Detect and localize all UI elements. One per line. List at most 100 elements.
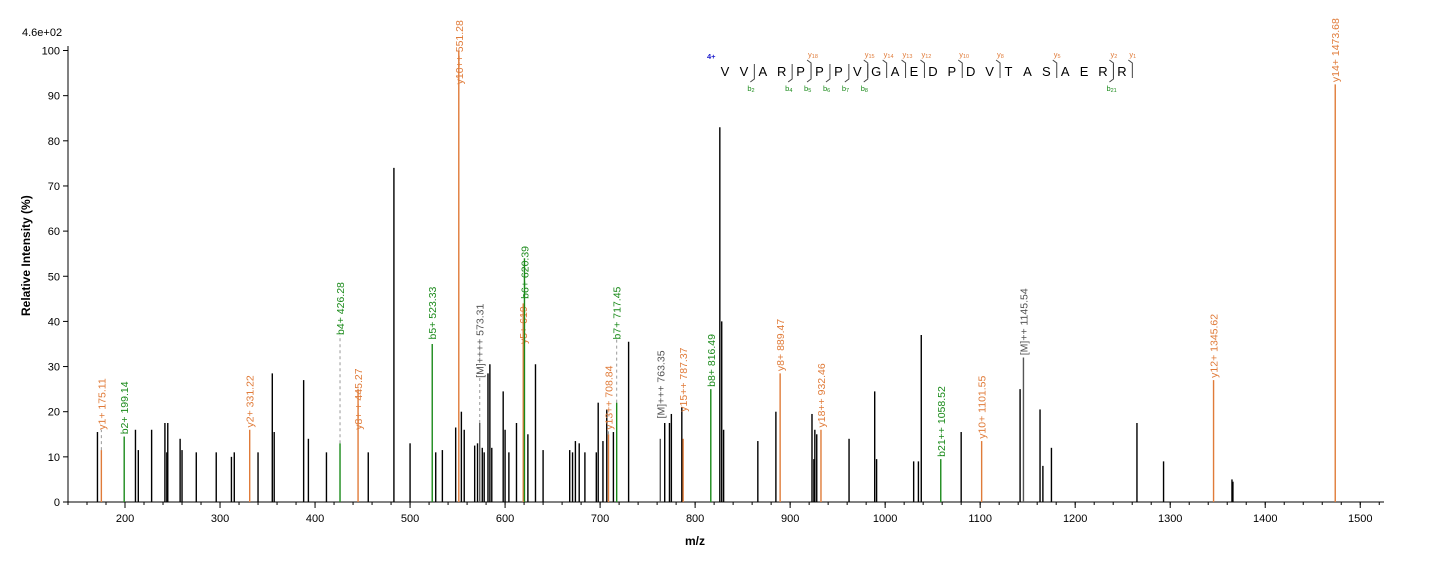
y-cleavage-label: y10 — [959, 50, 969, 60]
y-tick-label-90: 90 — [48, 91, 60, 103]
sequence-residue: V — [740, 64, 749, 79]
peak-label-y: y10++ 551.28 — [454, 20, 466, 84]
peak-label-b: b6+ 620.39 — [519, 246, 531, 299]
x-tick-label-800: 800 — [686, 513, 704, 525]
b-cleavage-label: b6 — [823, 84, 830, 94]
x-tick-label-900: 900 — [781, 513, 799, 525]
b-cleavage-label: b4 — [785, 84, 792, 94]
peak-label-y: y13++ 708.84 — [604, 365, 616, 429]
b-cleavage-mark — [1109, 64, 1114, 83]
y-tick-label-100: 100 — [42, 46, 60, 58]
y-cleavage-label: y8 — [997, 50, 1004, 60]
peak-label-m: [M]+++ 763.35 — [655, 350, 667, 418]
y-tick-label-30: 30 — [48, 362, 60, 374]
y-tick-label-0: 0 — [54, 497, 60, 509]
b-cleavage-label: b2 — [747, 84, 754, 94]
peak-label-y: y12+ 1345.62 — [1209, 314, 1221, 378]
peak-label-b: b5+ 523.33 — [427, 286, 439, 339]
x-tick-label-1400: 1400 — [1253, 513, 1277, 525]
sequence-residue: R — [1098, 64, 1107, 79]
peak-label-y: y14+ 1473.68 — [1330, 18, 1342, 82]
peak-label-y: y8+ 889.47 — [775, 319, 787, 371]
y-cleavage-mark — [901, 59, 907, 78]
y-tick-label-10: 10 — [48, 452, 60, 464]
y-cleavage-label: y13 — [903, 50, 913, 60]
y-cleavage-mark — [1052, 59, 1058, 78]
peak-label-b: b8+ 816.49 — [706, 334, 718, 387]
b-cleavage-label: b21 — [1106, 84, 1116, 94]
axes: 0 10 20 30 40 50 60 70 80 90 100 200 300 400 500 600 700… — [42, 46, 1384, 525]
peak-label-y: y10+ 1101.55 — [977, 375, 989, 438]
sequence-residue: G — [871, 64, 881, 79]
y-tick-label-40: 40 — [48, 316, 60, 328]
b-cleavage-label: b7 — [842, 84, 849, 94]
peak-label-b: b4+ 426.28 — [335, 282, 347, 335]
b-cleavage-label: b8 — [861, 84, 868, 94]
peak-label-y: y2+ 331.22 — [245, 375, 257, 427]
sequence-residue: A — [1023, 64, 1032, 79]
y-cleavage-label: y5 — [1054, 50, 1061, 60]
y-cleavage-label: y15 — [865, 50, 875, 60]
y-cleavage-label: y12 — [921, 50, 931, 60]
y-cleavage-label: y14 — [884, 50, 894, 60]
peak-label-y: y15++ 787.37 — [678, 347, 690, 411]
sequence-residue: S — [1042, 64, 1051, 79]
x-tick-label-400: 400 — [306, 513, 324, 525]
y-cleavage-mark — [806, 59, 812, 78]
sequence-residue: P — [947, 64, 956, 79]
y-cleavage-mark — [863, 59, 869, 78]
sequence-residue: R — [777, 64, 786, 79]
x-tick-label-200: 200 — [116, 513, 134, 525]
x-tick-label-1100: 1100 — [968, 513, 992, 525]
x-tick-label-300: 300 — [211, 513, 229, 525]
sequence-residue: D — [966, 64, 975, 79]
peak-label-y: y18++ 932.46 — [816, 363, 828, 427]
sequence-residue: A — [758, 64, 767, 79]
y-tick-label-70: 70 — [48, 181, 60, 193]
sequence-charge: 4+ — [707, 52, 716, 61]
x-tick-label-1200: 1200 — [1063, 513, 1087, 525]
b-cleavage-label: b5 — [804, 84, 811, 94]
y-cleavage-label: y1 — [1129, 50, 1136, 60]
y-cleavage-mark — [920, 59, 925, 78]
sequence-residue: A — [891, 64, 900, 79]
y-tick-label-50: 50 — [48, 271, 60, 283]
peaks — [96, 127, 1234, 502]
y-tick-label-80: 80 — [48, 136, 60, 148]
y-cleavage-mark — [1109, 59, 1114, 78]
x-tick-label-1000: 1000 — [873, 513, 897, 525]
y-cleavage-label: y2 — [1110, 50, 1117, 60]
sequence-residue: V — [985, 64, 994, 79]
b-cleavage-mark — [825, 64, 831, 83]
peak-label-y: y1+ 175.11 — [96, 378, 108, 430]
sequence-residue: V — [721, 64, 730, 79]
y-cleavage-mark — [1128, 59, 1133, 78]
b-cleavage-mark — [750, 64, 755, 83]
sequence-residue: A — [1061, 64, 1070, 79]
y-tick-label-20: 20 — [48, 407, 60, 419]
sequence-residue: P — [815, 64, 824, 79]
peak-label-b: b2+ 199.14 — [119, 381, 131, 434]
peak-label-m: [M]++ 1145.54 — [1018, 288, 1030, 355]
x-tick-label-500: 500 — [401, 513, 419, 525]
x-tick-label-600: 600 — [496, 513, 514, 525]
y-scale-label: 4.6e+02 — [22, 27, 62, 39]
sequence-residue: E — [910, 64, 919, 79]
peak-label-b: b21++ 1058.52 — [936, 386, 948, 457]
y-cleavage-mark — [995, 59, 1001, 78]
b-cleavage-mark — [844, 64, 850, 83]
sequence-residue: V — [853, 64, 862, 79]
x-tick-label-1300: 1300 — [1158, 513, 1182, 525]
y-tick-label-60: 60 — [48, 226, 60, 238]
peak-label-b: b7+ 717.45 — [612, 286, 624, 339]
x-tick-label-1500: 1500 — [1348, 513, 1372, 525]
b-cleavage-mark — [787, 64, 793, 83]
sequence-residue: E — [1080, 64, 1089, 79]
y-cleavage-mark — [957, 59, 963, 78]
x-axis-title: m/z — [685, 534, 705, 548]
y-axis-title: Relative Intensity (%) — [19, 195, 33, 316]
y-cleavage-label: y18 — [808, 50, 818, 60]
peak-label-m: [M]++++ 573.31 — [475, 304, 487, 378]
